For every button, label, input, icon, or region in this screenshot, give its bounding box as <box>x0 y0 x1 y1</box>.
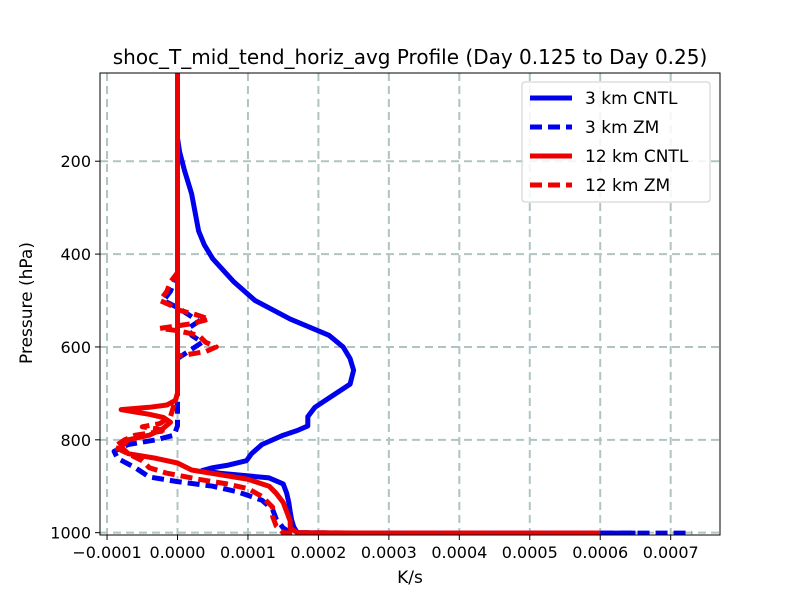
y-tick-label-4: 1000 <box>50 524 91 543</box>
y-axis-label: Pressure (hPa) <box>17 242 37 364</box>
x-axis-label: K/s <box>397 568 423 588</box>
x-tick-label-7: 0.0006 <box>572 543 628 562</box>
x-tick-label-2: 0.0001 <box>220 543 276 562</box>
legend: 3 km CNTL 3 km ZM 12 km CNTL 12 km ZM <box>521 81 711 203</box>
x-tick-label-0: −0.0001 <box>72 543 141 562</box>
y-tick-label-0: 200 <box>60 152 91 171</box>
legend-label-0: 3 km CNTL <box>585 89 678 109</box>
y-tick-label-1: 400 <box>60 245 91 264</box>
x-tick-label-6: 0.0005 <box>502 543 558 562</box>
axes-frame <box>99 72 721 536</box>
series-line-12-km-zm <box>111 73 601 535</box>
legend-label-3: 12 km ZM <box>585 176 670 196</box>
x-tick-label-5: 0.0004 <box>431 543 487 562</box>
legend-label-2: 12 km CNTL <box>585 147 689 167</box>
y-tick-label-3: 800 <box>60 431 91 450</box>
series-line-3-km-cntl <box>175 73 636 535</box>
x-tick-label-4: 0.0003 <box>361 543 417 562</box>
y-axis: 200 400 600 800 1000 <box>50 152 100 543</box>
x-tick-label-1: 0.0000 <box>150 543 206 562</box>
legend-box <box>521 81 711 203</box>
chart-title: shoc_T_mid_tend_horiz_avg Profile (Day 0… <box>113 45 708 69</box>
x-tick-label-8: 0.0007 <box>643 543 699 562</box>
x-axis: −0.0001 0.0000 0.0001 0.0002 0.0003 0.0004 0.0… <box>72 535 699 562</box>
x-tick-label-3: 0.0002 <box>290 543 346 562</box>
series-line-12-km-cntl <box>118 73 601 535</box>
plot-area <box>111 73 692 535</box>
legend-label-1: 3 km ZM <box>585 118 659 138</box>
y-tick-label-2: 600 <box>60 338 91 357</box>
